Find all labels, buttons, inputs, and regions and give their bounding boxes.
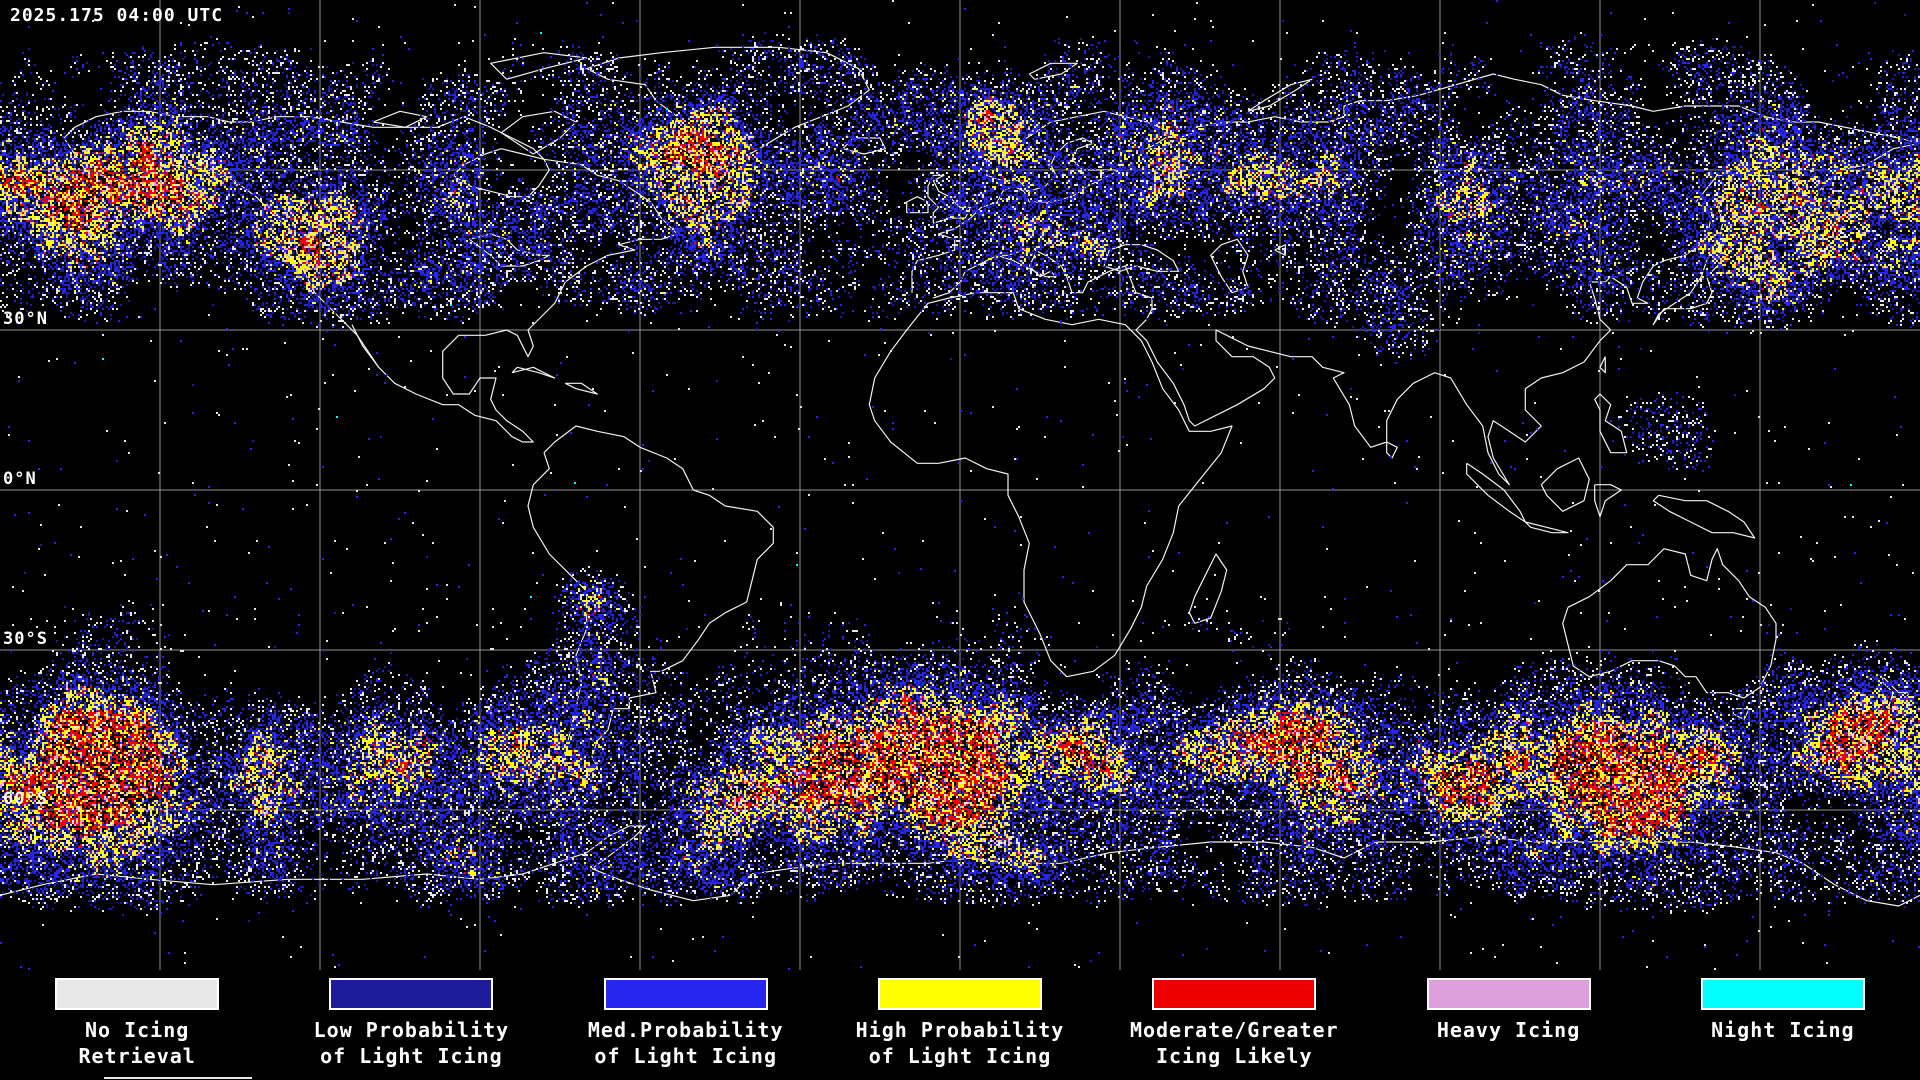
legend-label-high-probability-light-icing: High Probability of Light Icing	[856, 1017, 1065, 1069]
lat-label-2: 30°S	[3, 629, 48, 649]
legend-label-med-probability-light-icing: Med.Probability of Light Icing	[588, 1017, 784, 1069]
legend-swatch-heavy-icing	[1426, 978, 1591, 1010]
legend-item-no-icing-retrieval: No Icing Retrieval	[0, 970, 274, 1080]
legend-label-no-icing-retrieval: No Icing Retrieval	[78, 1017, 195, 1069]
legend-label-line2: of Light Icing	[320, 1044, 503, 1068]
icing-data-layer	[0, 0, 1920, 970]
legend-swatch-no-icing-retrieval	[55, 978, 220, 1010]
legend-item-moderate-greater-icing-likely: Moderate/Greater Icing Likely	[1097, 970, 1371, 1080]
bottom-edge-line	[104, 1077, 252, 1079]
timestamp-label: 2025.175 04:00 UTC	[10, 5, 224, 26]
legend-swatch-moderate-greater-icing-likely	[1152, 978, 1317, 1010]
legend-label-line2: Retrieval	[78, 1044, 196, 1068]
legend-label-line1: Moderate/Greater	[1129, 1018, 1339, 1042]
legend-swatch-night-icing	[1700, 978, 1865, 1010]
legend-label-line1: High Probability	[855, 1018, 1065, 1042]
legend-label-line1: Low Probability	[313, 1018, 510, 1042]
legend-bar: No Icing Retrieval Low Probability of Light…	[0, 970, 1920, 1080]
legend-swatch-high-probability-light-icing	[877, 978, 1042, 1010]
world-map: 2025.175 04:00 UTC 30°N 0°N 30°S 60°S	[0, 0, 1920, 970]
legend-item-med-probability-light-icing: Med.Probability of Light Icing	[549, 970, 823, 1080]
legend-item-night-icing: Night Icing	[1646, 970, 1920, 1080]
legend-label-line2: of Light Icing	[868, 1044, 1052, 1068]
legend-label-low-probability-light-icing: Low Probability of Light Icing	[314, 1017, 510, 1069]
legend-label-line2: of Light Icing	[594, 1044, 777, 1068]
legend-label-night-icing: Night Icing	[1711, 1017, 1854, 1043]
legend-label-line1: Night Icing	[1711, 1018, 1855, 1042]
legend-label-line1: Heavy Icing	[1436, 1018, 1581, 1042]
legend-swatch-low-probability-light-icing	[329, 978, 494, 1010]
lat-label-0: 30°N	[3, 309, 48, 329]
legend-label-heavy-icing: Heavy Icing	[1437, 1017, 1580, 1043]
legend-item-heavy-icing: Heavy Icing	[1371, 970, 1645, 1080]
legend-item-high-probability-light-icing: High Probability of Light Icing	[823, 970, 1097, 1080]
legend-label-line1: No Icing	[84, 1018, 190, 1042]
lat-label-3: 60°S	[3, 789, 48, 809]
legend-label-line1: Med.Probability	[587, 1018, 784, 1042]
legend-swatch-med-probability-light-icing	[603, 978, 768, 1010]
legend-label-line2: Icing Likely	[1156, 1044, 1313, 1068]
legend-item-low-probability-light-icing: Low Probability of Light Icing	[274, 970, 548, 1080]
legend-label-moderate-greater-icing-likely: Moderate/Greater Icing Likely	[1130, 1017, 1339, 1069]
lat-label-1: 0°N	[3, 469, 37, 489]
